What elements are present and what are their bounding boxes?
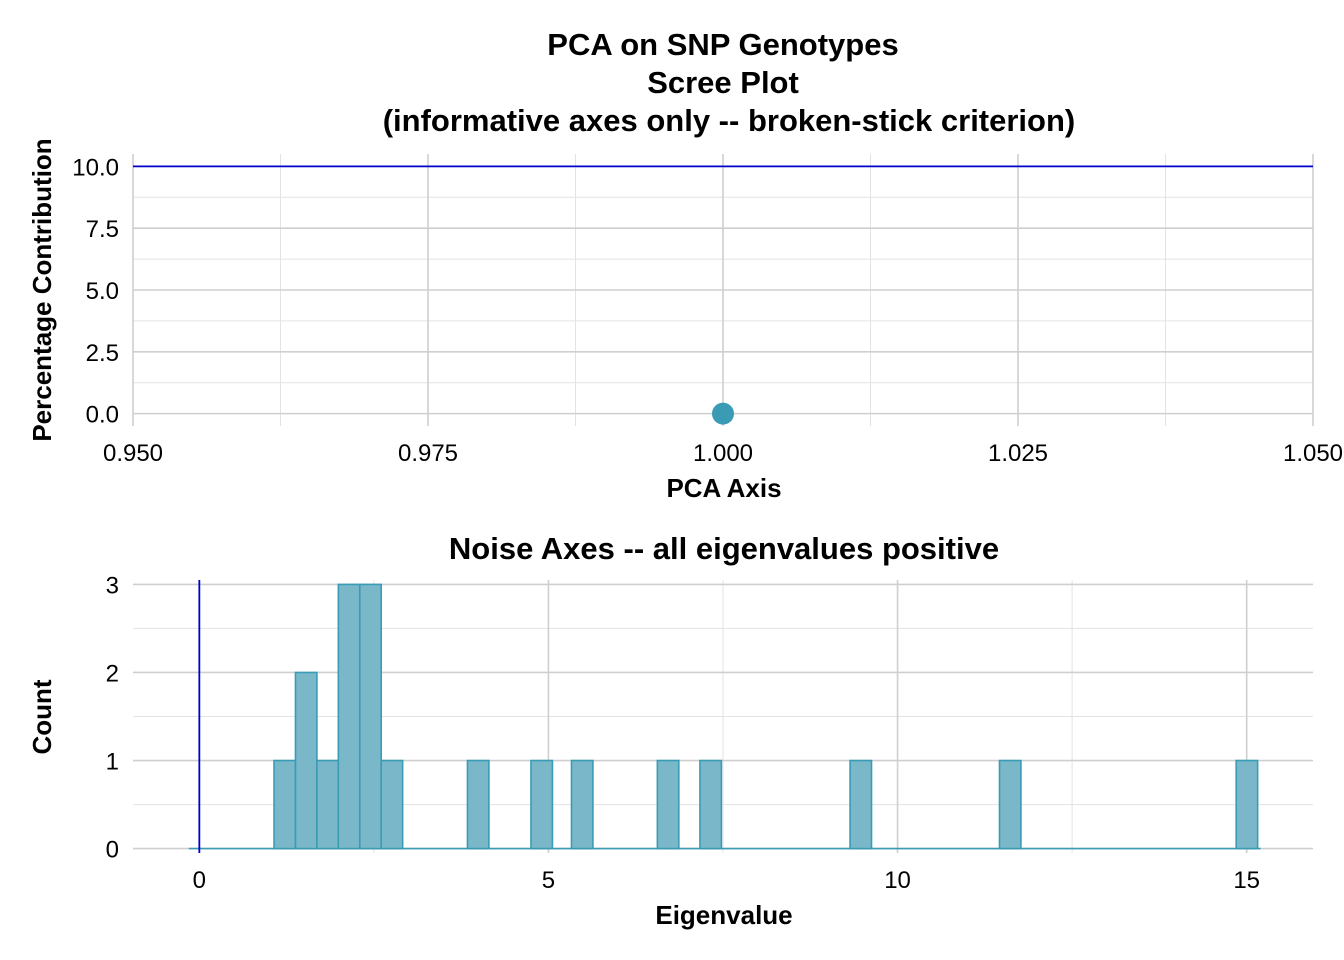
scree-marks	[133, 165, 1313, 425]
histogram-y-axis-label: Count	[27, 679, 57, 754]
histogram-x-tick-label: 15	[1233, 867, 1260, 894]
histogram-title: Noise Axes -- all eigenvalues positive	[449, 531, 999, 566]
scree-x-tick-label: 1.000	[693, 440, 753, 467]
scree-y-tick-label: 10.0	[72, 154, 119, 181]
scree-x-tick-label: 0.975	[398, 440, 458, 467]
histogram-bar	[380, 759, 404, 850]
histogram-bar	[530, 759, 554, 850]
histogram-x-axis-label: Eigenvalue	[655, 900, 792, 930]
histogram-y-tick-label: 0	[106, 837, 119, 864]
histogram-x-tick-label: 0	[193, 867, 206, 894]
histogram-x-tick-label: 10	[884, 867, 911, 894]
scree-y-tick-label: 0.0	[86, 402, 119, 429]
scree-tick-labels: 0.950 0.975 1.000 1.025 1.050 0.0 2.5 5.0 7.5 10.…	[72, 154, 1343, 467]
histogram-bar	[570, 759, 594, 850]
scree-x-axis-label: PCA Axis	[666, 473, 781, 503]
histogram-bar	[294, 671, 318, 850]
histogram-bar	[337, 583, 361, 850]
scree-y-tick-label: 2.5	[86, 340, 119, 367]
histogram-bar	[273, 759, 297, 850]
histogram-bar	[316, 759, 340, 850]
scree-y-tick-label: 7.5	[86, 216, 119, 243]
noise-histogram-panel: Noise Axes -- all eigenvalues positive 0…	[27, 531, 1313, 930]
histogram-bar	[466, 759, 490, 850]
histogram-bar	[656, 759, 680, 850]
histogram-x-tick-label: 5	[542, 867, 555, 894]
scree-y-tick-label: 5.0	[86, 278, 119, 305]
histogram-bar	[699, 759, 723, 850]
histogram-tick-labels: 0 5 10 15 0 1 2 3	[106, 572, 1260, 894]
scree-plot-panel: PCA on SNP Genotypes Scree Plot (informa…	[27, 27, 1343, 503]
scree-title-line-1: PCA on SNP Genotypes	[547, 27, 898, 62]
scree-y-axis-label: Percentage Contribution	[27, 138, 57, 441]
histogram-bar	[1235, 759, 1259, 850]
scree-x-tick-label: 1.025	[988, 440, 1048, 467]
scree-title-line-2: Scree Plot	[647, 65, 799, 100]
scree-title-line-3: (informative axes only -- broken-stick c…	[383, 103, 1076, 138]
histogram-bar	[998, 759, 1022, 850]
histogram-marks	[188, 580, 1261, 853]
histogram-y-tick-label: 3	[106, 572, 119, 599]
histogram-bar	[849, 759, 873, 850]
scree-x-tick-label: 0.950	[103, 440, 163, 467]
histogram-y-tick-label: 2	[106, 660, 119, 687]
histogram-y-tick-label: 1	[106, 749, 119, 776]
scree-point	[712, 402, 734, 425]
histogram-bar	[358, 583, 383, 850]
scree-gridlines	[132, 154, 1314, 426]
scree-x-tick-label: 1.050	[1283, 440, 1343, 467]
